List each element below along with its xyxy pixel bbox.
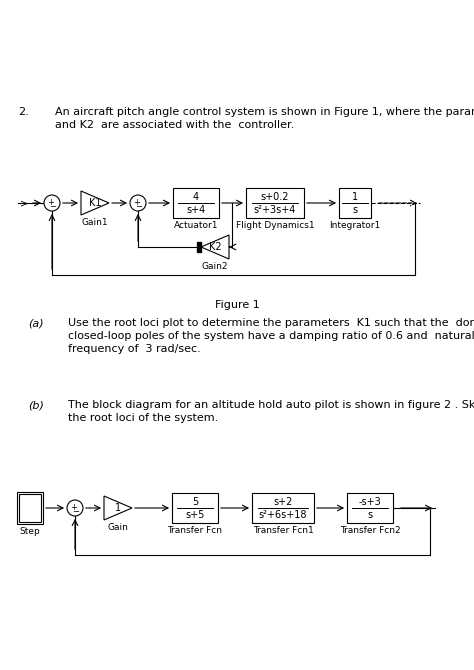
- Text: −: −: [49, 202, 56, 212]
- Circle shape: [67, 500, 83, 516]
- Text: s: s: [353, 204, 357, 214]
- Text: s²+3s+4: s²+3s+4: [254, 204, 296, 214]
- Text: s+4: s+4: [186, 204, 206, 214]
- Text: +: +: [70, 502, 77, 512]
- Text: -s+3: -s+3: [359, 497, 382, 507]
- Text: 4: 4: [193, 192, 199, 202]
- Text: (a): (a): [28, 318, 44, 328]
- Text: Use the root loci plot to determine the parameters  K1 such that the  dominant: Use the root loci plot to determine the …: [68, 318, 474, 328]
- Text: K2: K2: [209, 242, 221, 252]
- FancyBboxPatch shape: [173, 188, 219, 218]
- Text: −: −: [73, 507, 79, 517]
- Text: Gain1: Gain1: [82, 218, 109, 227]
- FancyBboxPatch shape: [339, 188, 371, 218]
- Text: +: +: [47, 198, 54, 207]
- Text: s+2: s+2: [273, 497, 292, 507]
- Text: Transfer Fcn2: Transfer Fcn2: [340, 526, 401, 535]
- Text: s: s: [367, 510, 373, 520]
- Text: Actuator1: Actuator1: [174, 221, 218, 230]
- Text: 1: 1: [352, 192, 358, 202]
- Text: Transfer Fcn1: Transfer Fcn1: [253, 526, 313, 535]
- Text: −: −: [135, 202, 142, 212]
- Text: Gain: Gain: [108, 523, 128, 532]
- FancyBboxPatch shape: [19, 494, 41, 522]
- Polygon shape: [104, 496, 132, 520]
- Circle shape: [44, 195, 60, 211]
- Text: the root loci of the system.: the root loci of the system.: [68, 413, 218, 423]
- FancyBboxPatch shape: [17, 492, 43, 524]
- Text: >: >: [20, 198, 28, 208]
- Text: K1: K1: [89, 198, 101, 208]
- Text: Figure 1: Figure 1: [215, 300, 259, 310]
- Text: An aircraft pitch angle control system is shown in Figure 1, where the parameter: An aircraft pitch angle control system i…: [55, 107, 474, 117]
- Polygon shape: [201, 235, 229, 259]
- Text: s+0.2: s+0.2: [261, 192, 289, 202]
- Text: +: +: [133, 198, 140, 207]
- Text: 5: 5: [192, 497, 198, 507]
- Text: 1: 1: [115, 503, 121, 513]
- Text: s²+6s+18: s²+6s+18: [259, 510, 307, 520]
- Text: 2.: 2.: [18, 107, 29, 117]
- Text: s+5: s+5: [185, 510, 205, 520]
- Text: The block diagram for an altitude hold auto pilot is shown in figure 2 . Sketch: The block diagram for an altitude hold a…: [68, 400, 474, 410]
- FancyBboxPatch shape: [252, 493, 314, 523]
- Circle shape: [130, 195, 146, 211]
- FancyBboxPatch shape: [172, 493, 218, 523]
- Text: Step: Step: [19, 527, 40, 536]
- Text: Gain2: Gain2: [202, 262, 228, 271]
- FancyBboxPatch shape: [246, 188, 304, 218]
- Text: Flight Dynamics1: Flight Dynamics1: [236, 221, 314, 230]
- Text: Integrator1: Integrator1: [329, 221, 381, 230]
- Text: (b): (b): [28, 400, 44, 410]
- Text: Transfer Fcn: Transfer Fcn: [167, 526, 222, 535]
- Text: and K2  are associated with the  controller.: and K2 are associated with the controlle…: [55, 120, 294, 130]
- Text: closed-loop poles of the system have a damping ratio of 0.6 and  natural: closed-loop poles of the system have a d…: [68, 331, 474, 341]
- Text: frequency of  3 rad/sec.: frequency of 3 rad/sec.: [68, 344, 201, 354]
- FancyBboxPatch shape: [347, 493, 393, 523]
- Polygon shape: [81, 191, 109, 215]
